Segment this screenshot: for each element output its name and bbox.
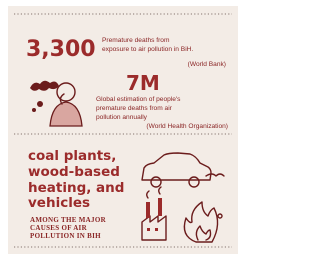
stat-description: premature deaths from air: [96, 105, 173, 112]
infographic: 3,300 Premature deaths from exposure to …: [0, 0, 246, 260]
stat-source: (World Bank): [188, 61, 226, 68]
stat-number: 3,300: [26, 37, 96, 62]
stat-description: pollution annually: [96, 114, 148, 121]
causes-heading: vehicles: [28, 195, 90, 211]
causes-caption: POLLUTION IN BIH: [30, 232, 101, 240]
causes-caption: AMONG THE MAJOR: [30, 216, 107, 224]
causes-caption: CAUSES OF AIR: [30, 224, 88, 232]
stat-source: (World Health Organization): [146, 123, 228, 130]
stat-description: Premature deaths from: [102, 37, 170, 44]
causes-heading: heating, and: [28, 180, 124, 196]
stat-description: exposure to air pollution in BiH.: [102, 46, 193, 53]
stat-description: Global estimation of people's: [96, 96, 181, 103]
stat-number: 7M: [126, 71, 160, 95]
page: {"stat_1": {"number": "3,300", "descript…: [0, 0, 246, 260]
causes-heading: wood-based: [28, 164, 120, 180]
causes-heading: coal plants,: [28, 148, 116, 164]
